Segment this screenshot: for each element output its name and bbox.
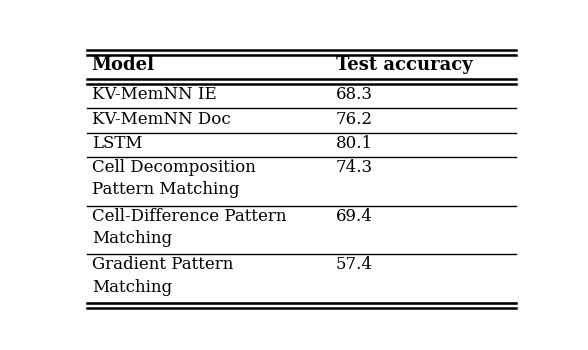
Text: Cell-Difference Pattern
Matching: Cell-Difference Pattern Matching	[92, 208, 286, 247]
Text: 69.4: 69.4	[336, 208, 372, 225]
Text: 68.3: 68.3	[336, 86, 373, 103]
Text: KV-MemNN IE: KV-MemNN IE	[92, 86, 216, 103]
Text: Model: Model	[92, 56, 155, 74]
Text: LSTM: LSTM	[92, 135, 142, 152]
Text: KV-MemNN Doc: KV-MemNN Doc	[92, 111, 230, 127]
Text: 80.1: 80.1	[336, 135, 373, 152]
Text: 76.2: 76.2	[336, 111, 373, 127]
Text: Test accuracy: Test accuracy	[336, 56, 472, 74]
Text: Gradient Pattern
Matching: Gradient Pattern Matching	[92, 257, 233, 296]
Text: Cell Decomposition
Pattern Matching: Cell Decomposition Pattern Matching	[92, 159, 256, 198]
Text: 74.3: 74.3	[336, 159, 373, 176]
Text: 57.4: 57.4	[336, 257, 373, 273]
